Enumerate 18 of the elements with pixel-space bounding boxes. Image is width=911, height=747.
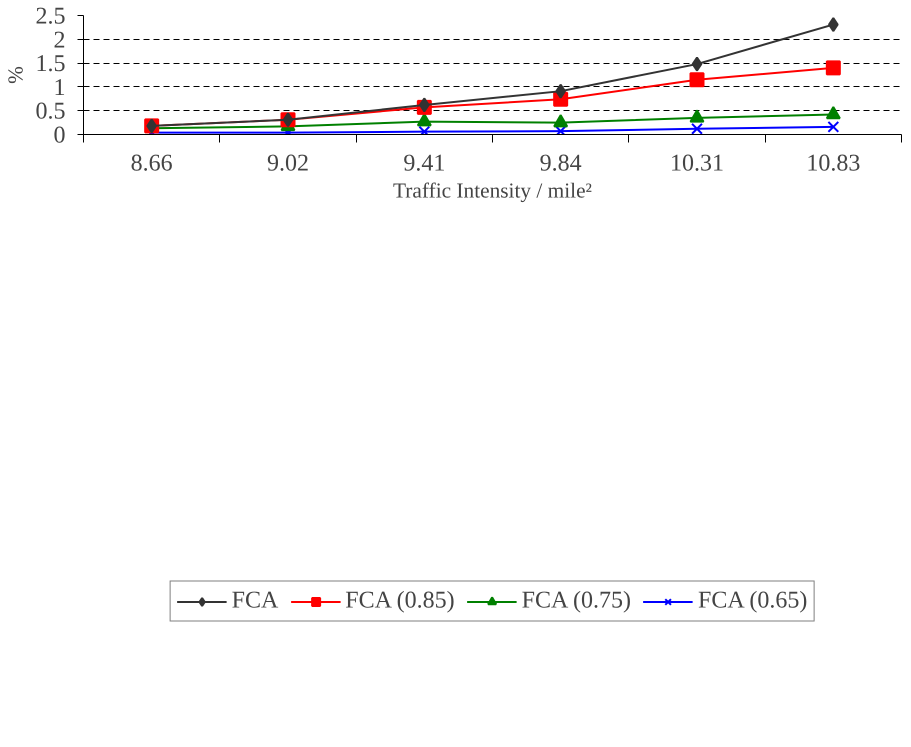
y-tick-label: 1: [54, 74, 66, 101]
x-axis-title: Traffic Intensity / mile²: [393, 178, 592, 202]
x-tick-label: 10.31: [670, 150, 724, 176]
legend-label: FCA: [232, 588, 278, 615]
y-tick-label: 2: [54, 27, 66, 54]
y-tick-label: 0.5: [36, 98, 66, 125]
y-tick-label: 2.5: [36, 4, 66, 30]
x-tick-label: 10.83: [806, 150, 860, 176]
y-axis-title: %: [4, 66, 28, 84]
x-tick-label: 9.41: [403, 150, 446, 176]
y-tick-label: 0: [54, 122, 66, 148]
x-tick-label: 9.02: [267, 150, 309, 176]
legend-label: FCA (0.75): [522, 588, 632, 615]
legend-label: FCA (0.85): [345, 588, 455, 615]
y-tick-label: 1.5: [36, 51, 66, 78]
legend-label: FCA (0.65): [698, 588, 808, 615]
x-tick-label: 9.84: [540, 150, 582, 176]
x-tick-label: 8.66: [130, 150, 173, 176]
